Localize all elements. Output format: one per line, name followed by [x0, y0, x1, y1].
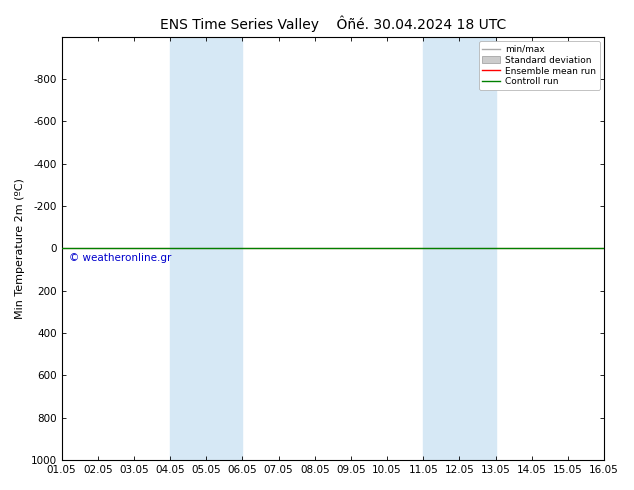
Text: © weatheronline.gr: © weatheronline.gr — [68, 253, 171, 263]
Bar — [424, 37, 496, 460]
Legend: min/max, Standard deviation, Ensemble mean run, Controll run: min/max, Standard deviation, Ensemble me… — [479, 41, 600, 90]
Y-axis label: Min Temperature 2m (ºC): Min Temperature 2m (ºC) — [15, 178, 25, 319]
Title: ENS Time Series Valley    Ôñé. 30.04.2024 18 UTC: ENS Time Series Valley Ôñé. 30.04.2024 1… — [160, 15, 506, 31]
Bar — [170, 37, 242, 460]
